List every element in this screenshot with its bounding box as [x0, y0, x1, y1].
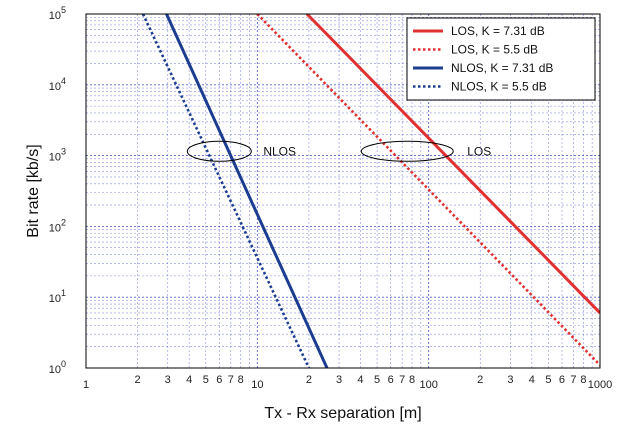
- x-minor-tick-label: 5: [203, 374, 209, 386]
- y-tick-label: 105: [49, 5, 66, 22]
- legend-label-2: LOS, K = 5.5 dB: [451, 43, 538, 57]
- x-minor-tick-label: 2: [135, 374, 141, 386]
- legend-label-3: NLOS, K = 7.31 dB: [451, 61, 553, 75]
- y-tick-label: 100: [49, 359, 66, 376]
- x-minor-tick-label: 2: [306, 374, 312, 386]
- x-minor-tick-label: 6: [216, 374, 222, 386]
- x-tick-label: 10: [251, 379, 263, 391]
- x-tick-label: 100: [419, 379, 437, 391]
- x-minor-tick-label: 7: [399, 374, 405, 386]
- legend-label-4: NLOS, K = 5.5 dB: [451, 80, 547, 94]
- x-minor-tick-label: 3: [507, 374, 513, 386]
- x-minor-tick-label: 6: [388, 374, 394, 386]
- annotation-label: LOS: [467, 144, 491, 158]
- y-tick-label: 102: [49, 217, 66, 234]
- x-minor-tick-label: 8: [409, 374, 415, 386]
- x-tick-label: 1000: [588, 379, 612, 391]
- annotation-label: NLOS: [263, 144, 296, 158]
- x-minor-tick-label: 7: [570, 374, 576, 386]
- legend: LOS, K = 7.31 dB LOS, K = 5.5 dB NLOS, K =…: [407, 18, 595, 100]
- x-axis-label: Tx - Rx separation [m]: [264, 405, 421, 422]
- y-axis-label: Bit rate [kb/s]: [25, 144, 42, 237]
- x-minor-tick-label: 8: [238, 374, 244, 386]
- x-minor-tick-label: 4: [357, 374, 363, 386]
- x-minor-tick-label: 8: [580, 374, 586, 386]
- x-minor-tick-label: 4: [186, 374, 192, 386]
- x-minor-tick-label: 6: [559, 374, 565, 386]
- x-tick-label: 1: [83, 379, 89, 391]
- y-tick-label: 103: [49, 147, 66, 164]
- x-minor-tick-label: 3: [336, 374, 342, 386]
- x-minor-tick-label: 7: [228, 374, 234, 386]
- y-tick-label: 101: [49, 288, 66, 305]
- x-minor-tick-label: 4: [529, 374, 535, 386]
- x-minor-tick-label: 5: [545, 374, 551, 386]
- y-tick-label: 104: [49, 76, 66, 93]
- x-minor-tick-label: 2: [477, 374, 483, 386]
- x-minor-tick-label: 3: [165, 374, 171, 386]
- legend-label-1: LOS, K = 7.31 dB: [451, 24, 545, 38]
- x-minor-tick-label: 5: [374, 374, 380, 386]
